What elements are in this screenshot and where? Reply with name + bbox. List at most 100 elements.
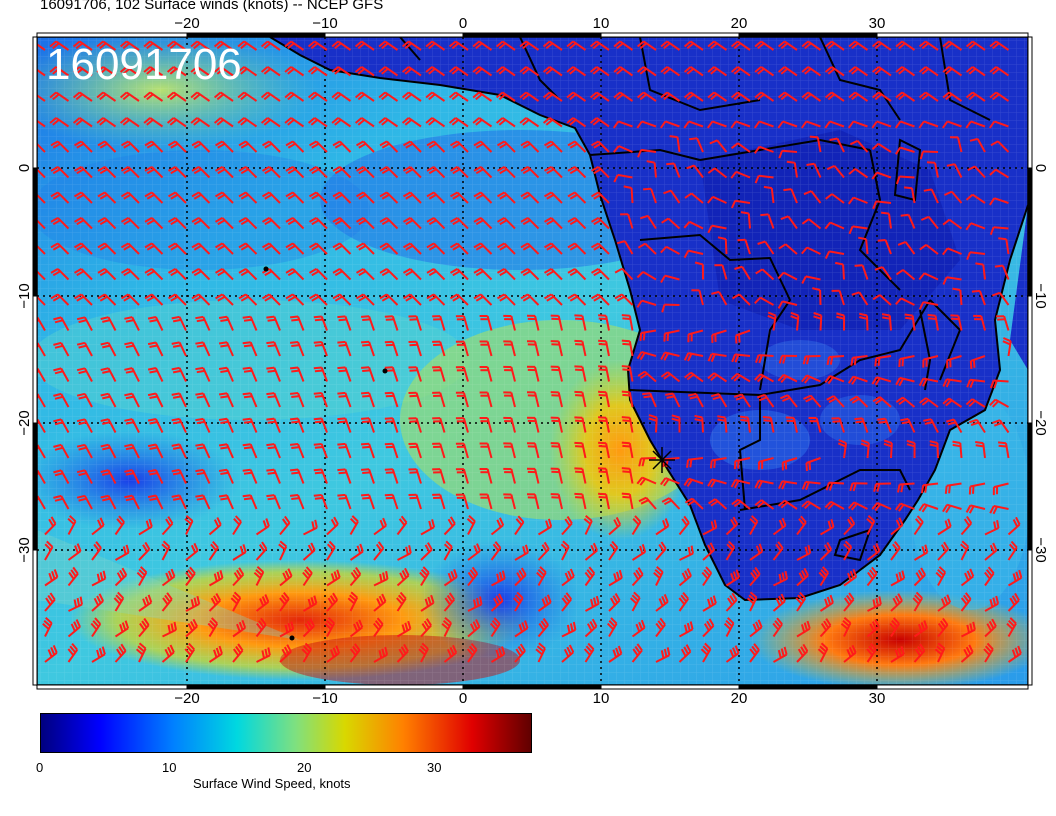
wind-barb-shaft	[641, 120, 657, 128]
wind-barb-feather	[996, 520, 1000, 529]
wind-barb-feather	[382, 572, 386, 581]
wind-barb-feather	[266, 494, 275, 498]
wind-barb-feather	[622, 317, 631, 320]
wind-barb-feather	[426, 242, 435, 249]
svg-text:10: 10	[593, 690, 610, 707]
wind-barb-feather	[76, 443, 86, 448]
wind-barb-feather	[408, 545, 412, 554]
wind-barb-feather	[737, 238, 746, 242]
wind-barb-feather	[735, 569, 741, 578]
wind-barb-feather	[49, 66, 57, 73]
wind-barb-feather	[562, 540, 570, 548]
wind-barb-feather	[263, 119, 272, 126]
wind-barb-feather	[694, 261, 704, 266]
wind-barb-feather	[496, 268, 505, 274]
wind-barb-feather	[428, 520, 433, 529]
wind-barb-feather	[75, 68, 84, 75]
wind-barb-feather	[473, 140, 482, 147]
wind-barb-feather	[402, 217, 411, 223]
wind-barb-feather	[452, 644, 458, 654]
wind-barb-shaft	[888, 315, 892, 331]
wind-barb-feather	[686, 459, 690, 468]
wind-barb-feather	[184, 517, 192, 525]
wind-barb-feather	[310, 68, 319, 75]
wind-barb-feather	[78, 319, 87, 324]
wind-barb-feather	[838, 439, 847, 445]
wind-barb-shaft	[665, 245, 680, 255]
wind-barb-feather	[948, 485, 951, 494]
wind-barb-feather	[937, 622, 945, 631]
wind-barb-feather	[707, 91, 715, 99]
wind-barb-feather	[678, 597, 686, 605]
wind-barb-feather	[233, 518, 241, 526]
wind-barb-feather	[900, 646, 905, 655]
wind-barb-feather	[969, 360, 973, 369]
wind-barb-feather	[215, 593, 222, 601]
wind-barb-feather	[820, 622, 827, 631]
wind-barb-feather	[639, 352, 646, 361]
wind-barb-feather	[99, 244, 108, 251]
wind-barb-feather	[308, 268, 317, 274]
wind-barb-feather	[76, 543, 82, 552]
wind-barb-feather	[750, 571, 757, 580]
wind-barb-feather	[471, 566, 479, 575]
wind-barb-feather	[143, 91, 151, 99]
wind-barb-shaft	[900, 120, 915, 128]
wind-barb-feather	[238, 621, 244, 631]
wind-barb-feather	[97, 293, 106, 300]
wind-barb-feather	[905, 316, 914, 320]
wind-barb-shaft	[644, 242, 657, 255]
wind-barb-feather	[281, 648, 287, 657]
wind-barb-feather	[735, 396, 744, 401]
wind-barb-feather	[99, 68, 107, 75]
wind-barb-feather	[632, 648, 639, 657]
wind-barb-feather	[694, 418, 703, 422]
wind-barb-feather	[450, 570, 456, 580]
wind-barb-feather	[945, 505, 952, 514]
wind-barb-feather	[874, 68, 883, 75]
wind-barb-feather	[569, 168, 578, 175]
wind-barb-feather	[877, 417, 886, 421]
wind-barb-feather	[355, 166, 364, 172]
wind-barb-feather	[968, 68, 977, 75]
wind-barb-feather	[945, 93, 953, 101]
wind-barb-shaft	[995, 168, 1010, 179]
wind-barb-feather	[307, 40, 316, 48]
wind-barb-feather	[706, 120, 714, 129]
wind-barb-feather	[728, 540, 736, 548]
wind-barb-feather	[213, 40, 222, 48]
wind-barb-feather	[824, 598, 829, 607]
bottom-lon-labels: −20 −10 0 10 20 30	[174, 690, 885, 707]
wind-barb-feather	[443, 543, 452, 551]
wind-barb-feather	[350, 591, 358, 599]
wind-barb-feather	[287, 142, 296, 149]
wind-barb-feather	[639, 332, 643, 342]
wind-barb-feather	[706, 620, 713, 629]
wind-barb-feather	[196, 369, 205, 374]
wind-barb-feather	[734, 354, 740, 363]
wind-barb-feather	[684, 371, 692, 379]
wind-barb-feather	[101, 646, 106, 655]
wind-barb-feather	[193, 168, 202, 175]
wind-barb-feather	[121, 567, 128, 576]
wind-barb-feather	[874, 266, 883, 271]
wind-barb-feather	[361, 340, 370, 344]
wind-barb-feather	[777, 271, 785, 280]
wind-barb-feather	[641, 458, 646, 467]
wind-barb-feather	[147, 367, 157, 371]
wind-barb-feather	[232, 648, 240, 657]
wind-barb-feather	[190, 66, 198, 73]
wind-barb-feather	[663, 352, 669, 361]
wind-barb-feather	[99, 193, 108, 200]
wind-barb-feather	[749, 591, 758, 599]
wind-barb-feather	[801, 66, 809, 73]
wind-barb-feather	[663, 648, 668, 657]
wind-barb-feather	[944, 190, 953, 196]
wind-barb-feather	[963, 594, 970, 603]
wind-barb-feather	[452, 142, 461, 149]
wind-barb-feather	[639, 545, 644, 555]
wind-barb-feather	[282, 572, 288, 581]
wind-barb-feather	[171, 341, 180, 345]
wind-barb-feather	[266, 417, 275, 421]
wind-barb-feather	[700, 648, 708, 656]
